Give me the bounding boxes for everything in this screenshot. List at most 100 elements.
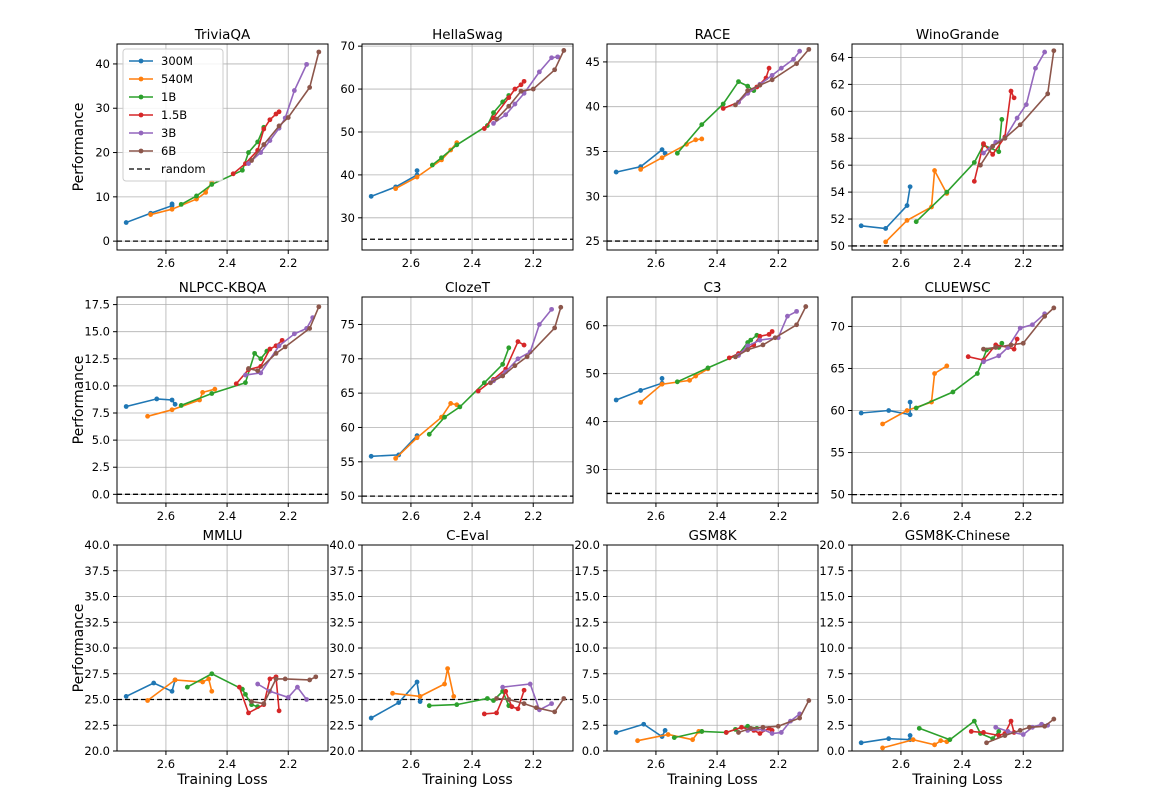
data-point bbox=[304, 61, 309, 67]
y-axis-label: Performance bbox=[71, 356, 87, 445]
y-tick-label: 15.0 bbox=[84, 325, 110, 339]
y-tick-label: 60 bbox=[830, 404, 845, 418]
y-tick-label: 35 bbox=[585, 144, 600, 158]
legend-marker bbox=[138, 130, 144, 136]
data-point bbox=[393, 455, 399, 461]
y-tick-label: 65 bbox=[830, 361, 845, 375]
data-point bbox=[699, 729, 705, 734]
data-point bbox=[1042, 49, 1048, 55]
data-point bbox=[880, 421, 885, 427]
y-tick-label: 64 bbox=[830, 50, 845, 64]
legend-label: 1B bbox=[161, 90, 176, 104]
data-point bbox=[258, 356, 264, 362]
series-line-540m bbox=[395, 402, 457, 459]
data-point bbox=[255, 681, 261, 687]
subplot-title: WinoGrande bbox=[916, 27, 999, 43]
y-tick-label: 40 bbox=[585, 415, 600, 429]
y-tick-label: 60 bbox=[585, 319, 600, 333]
data-point bbox=[267, 117, 273, 123]
data-point bbox=[944, 189, 950, 195]
data-point bbox=[635, 738, 640, 744]
y-tick-label: 65 bbox=[340, 386, 355, 400]
data-point bbox=[757, 333, 763, 339]
data-point bbox=[552, 67, 558, 73]
data-point bbox=[733, 354, 738, 360]
y-tick-label: 54 bbox=[830, 185, 845, 199]
data-point bbox=[880, 745, 885, 751]
y-tick-label: 50 bbox=[340, 489, 355, 503]
series-line-3b bbox=[502, 683, 552, 711]
data-point bbox=[886, 408, 892, 413]
y-tick-label: 30.0 bbox=[329, 641, 355, 655]
data-point bbox=[515, 356, 521, 362]
y-tick-label: 30.0 bbox=[84, 641, 110, 655]
data-point bbox=[739, 724, 744, 730]
data-point bbox=[500, 373, 506, 379]
data-point bbox=[990, 143, 996, 149]
data-point bbox=[1020, 732, 1026, 737]
data-point bbox=[665, 732, 671, 737]
data-point bbox=[883, 239, 889, 245]
y-tick-label: 17.5 bbox=[574, 564, 600, 578]
data-point bbox=[417, 699, 423, 704]
series-line-1b bbox=[919, 719, 1000, 741]
data-point bbox=[769, 77, 775, 83]
data-point bbox=[1020, 340, 1026, 346]
series-line-300m bbox=[861, 402, 911, 416]
data-point bbox=[230, 171, 236, 177]
y-tick-label: 70 bbox=[830, 319, 845, 333]
data-point bbox=[414, 168, 420, 174]
legend-label: 1.5B bbox=[161, 108, 187, 122]
data-point bbox=[1008, 88, 1014, 94]
y-tick-label: 40.0 bbox=[329, 538, 355, 552]
data-point bbox=[978, 162, 983, 168]
data-point bbox=[148, 212, 154, 217]
data-point bbox=[806, 698, 812, 703]
data-point bbox=[760, 724, 766, 730]
y-tick-label: 40 bbox=[340, 168, 355, 182]
data-point bbox=[249, 158, 254, 163]
x-tick-label: 2.6 bbox=[892, 757, 910, 771]
data-point bbox=[500, 684, 506, 690]
data-point bbox=[267, 346, 273, 352]
data-point bbox=[261, 126, 267, 132]
data-point bbox=[276, 343, 282, 349]
y-tick-label: 25 bbox=[585, 234, 600, 248]
data-point bbox=[178, 201, 184, 207]
subplot-title: MMLU bbox=[202, 528, 242, 544]
data-point bbox=[246, 710, 251, 716]
data-point bbox=[145, 698, 150, 703]
data-point bbox=[243, 691, 248, 697]
subplot-nlpcc-kbqa: 0.0 2.5 5.0 7.5 10.0 12.5 15.0 17.5 2.6 2.4 2.2 NLP… bbox=[71, 280, 329, 523]
y-tick-label: 5.0 bbox=[582, 693, 600, 707]
data-point bbox=[1005, 729, 1011, 734]
data-point bbox=[659, 155, 665, 161]
data-point bbox=[745, 83, 751, 89]
series-line-540m bbox=[640, 138, 702, 171]
data-point bbox=[736, 730, 741, 735]
data-point bbox=[794, 322, 799, 328]
y-tick-label: 45 bbox=[585, 55, 600, 69]
data-point bbox=[555, 54, 561, 60]
axes-frame bbox=[851, 43, 1064, 251]
data-point bbox=[316, 304, 322, 310]
data-point bbox=[981, 150, 986, 156]
data-point bbox=[368, 193, 374, 199]
data-point bbox=[549, 55, 554, 61]
data-point bbox=[494, 696, 499, 701]
data-point bbox=[417, 694, 423, 699]
series-line-1b bbox=[186, 672, 258, 708]
y-tick-label: 30 bbox=[585, 189, 600, 203]
data-point bbox=[993, 724, 999, 730]
data-point bbox=[638, 388, 644, 393]
data-point bbox=[276, 708, 282, 714]
data-point bbox=[659, 376, 665, 381]
data-point bbox=[295, 684, 300, 690]
data-point bbox=[965, 354, 971, 360]
x-tick-label: 2.6 bbox=[157, 757, 175, 771]
subplot-title: GSM8K-Chinese bbox=[905, 528, 1011, 544]
data-point bbox=[981, 346, 986, 352]
data-point bbox=[720, 101, 726, 107]
data-point bbox=[641, 721, 647, 727]
x-tick-label: 2.6 bbox=[892, 509, 910, 523]
